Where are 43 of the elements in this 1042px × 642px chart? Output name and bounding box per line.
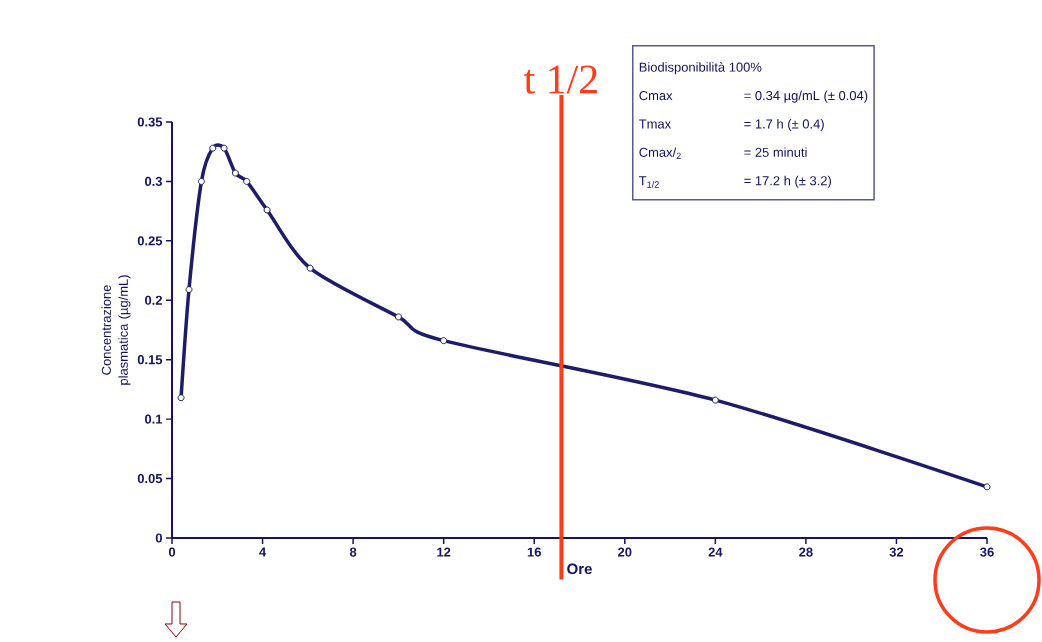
point — [711, 396, 719, 404]
point — [220, 144, 228, 152]
text: Cmax — [639, 90, 673, 101]
point — [231, 169, 239, 177]
y-axis-title: Concentrazione plasmatica (µg/mL) — [101, 275, 131, 385]
ref-line-label: t 1/2 — [524, 65, 597, 94]
annotation: = 17.2 h (± 3.2) — [744, 175, 832, 188]
x-tick-label: 12 — [437, 547, 451, 557]
annotation: Cmax/$_{2}$ — [639, 147, 681, 160]
point — [263, 206, 271, 214]
point — [394, 313, 402, 321]
x-tick-label: 28 — [799, 547, 813, 557]
annotation: = 25 minuti — [744, 147, 807, 157]
annotation: = 1.7 h (± 0.4) — [744, 119, 824, 132]
x-tick-label: 0 — [168, 547, 176, 557]
point — [440, 337, 448, 345]
y-tick-label: 0.3 — [145, 176, 163, 186]
point — [983, 483, 991, 491]
x-tick-label: 32 — [889, 547, 904, 557]
x-axis-title: Ore — [567, 563, 592, 575]
point — [243, 177, 251, 185]
y-tick-label: 0.05 — [137, 473, 163, 484]
text: = 0.34 µg/mL (± 0.04) — [744, 90, 868, 103]
x-tick-label: 8 — [349, 547, 357, 557]
text: Biodisponibilità 100% — [639, 62, 762, 75]
x-tick-label: 20 — [618, 547, 632, 557]
y-tick-label: 0.25 — [137, 236, 163, 246]
point — [185, 286, 193, 294]
annotation: Tmax — [639, 119, 671, 129]
x-tick-label: 24 — [708, 547, 723, 557]
point — [306, 264, 314, 272]
y-tick-label: 0.1 — [145, 414, 163, 424]
y-tick-label: 0 — [155, 533, 162, 543]
y-tick-label: 0.35 — [137, 117, 163, 127]
x-tick-label: 36 — [980, 547, 994, 557]
y-tick-label: 0.15 — [137, 355, 163, 365]
annotation: T$_{1/2}$ — [639, 176, 659, 188]
point — [177, 394, 185, 402]
point — [209, 144, 217, 152]
x-tick-label: 16 — [527, 547, 541, 557]
point — [197, 177, 205, 185]
x-tick-label: 4 — [259, 547, 267, 557]
y-tick-label: 0.2 — [145, 295, 162, 305]
